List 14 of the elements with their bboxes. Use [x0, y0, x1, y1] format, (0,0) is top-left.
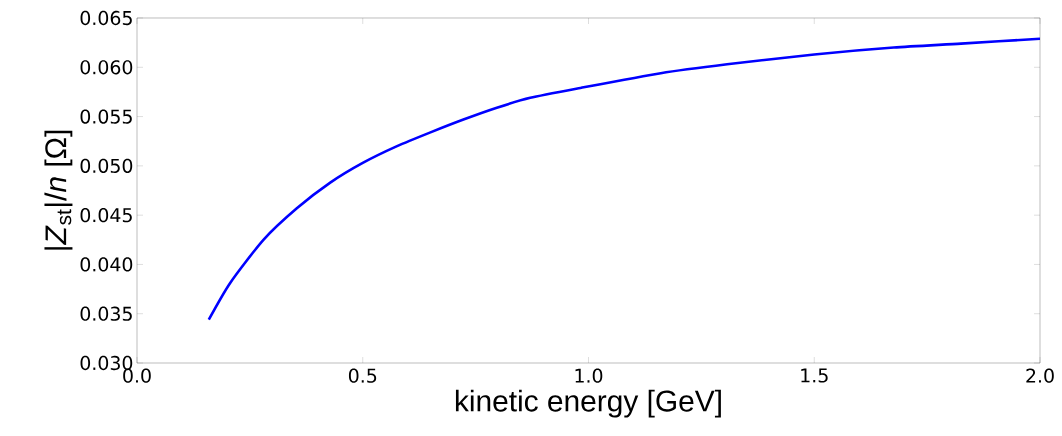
y-tick-label: 0.040	[80, 257, 133, 272]
y-axis-title: |Z$_{st}$|/n [Ω]	[44, 130, 73, 250]
y-tick-label: 0.035	[80, 306, 132, 321]
y-tick-label: 0.060	[80, 60, 133, 75]
x-tick-label: 2.0	[1026, 368, 1054, 383]
x-tick-label: 1.0	[575, 368, 603, 383]
x-axis-title: kinetic energy [GeV]	[455, 389, 721, 418]
x-tick-label: 0.5	[348, 368, 377, 383]
y-tick-label: 0.050	[80, 158, 133, 174]
x-tick-label: 1.5	[801, 368, 828, 383]
y-tick-label: 0.045	[80, 207, 132, 223]
y-tick-label: 0.055	[80, 109, 132, 124]
y-tick-label: 0.065	[80, 10, 132, 26]
line-series	[207, 37, 1041, 321]
